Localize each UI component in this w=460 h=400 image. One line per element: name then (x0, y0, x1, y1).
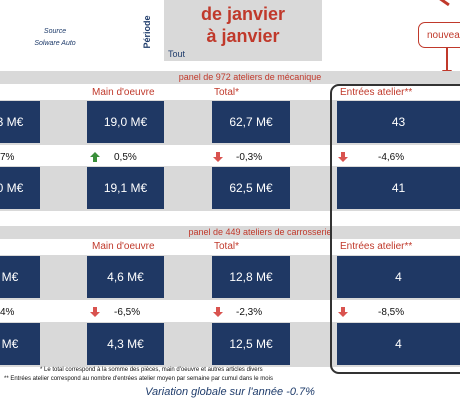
col-total-header: Total* (214, 87, 240, 98)
col-entrees-header: Entrées atelier** (340, 241, 413, 252)
carro-pct-pieces: 4% (0, 307, 15, 318)
period-label: Période (142, 15, 152, 49)
carro-cell-total-n: 12,8 M€ (212, 256, 290, 298)
panel-meca-title: panel de 972 ateliers de mécanique (178, 72, 322, 82)
meca-cell-pieces-n1: 0 M€ (0, 167, 40, 209)
period-filter-panel[interactable]: de janvier à janvier (164, 0, 322, 61)
carro-cell-entrees-n: 4 (337, 256, 460, 298)
carro-pct-total: -2,3% (236, 307, 263, 318)
carro-pct-mo: -6,5% (114, 307, 141, 318)
meca-pct-pieces: 7% (0, 152, 15, 163)
new-badge: nouvea (418, 22, 460, 48)
carro-cell-mo-n1: 4,3 M€ (87, 323, 164, 365)
callout-pointer (446, 48, 448, 72)
entrees-highlight-frame (330, 84, 460, 374)
close-mark-icon (438, 0, 450, 7)
panel-meca-band: panel de 972 ateliers de mécanique (0, 71, 460, 84)
arrow-down-icon (213, 307, 223, 317)
meca-cell-total-n: 62,7 M€ (212, 101, 290, 143)
arrow-up-icon (90, 152, 100, 162)
carro-cell-pieces-n: M€ (0, 256, 40, 298)
carro-cell-total-n1: 12,5 M€ (212, 323, 290, 365)
global-variation: Variation globale sur l'année -0.7% (145, 386, 315, 398)
arrow-down-icon (90, 307, 100, 317)
meca-pct-entrees: -4,6% (378, 152, 405, 163)
meca-cell-mo-n: 19,0 M€ (87, 101, 164, 143)
period-start: de janvier (200, 4, 286, 24)
meca-pct-mo: 0,5% (114, 152, 137, 163)
carro-pct-entrees: -8,5% (378, 307, 405, 318)
footnote-entrees: ** Entrées atelier correspond au nombre … (4, 376, 273, 382)
meca-cell-total-n1: 62,5 M€ (212, 167, 290, 209)
carro-cell-mo-n: 4,6 M€ (87, 256, 164, 298)
source-label: Source (43, 28, 67, 35)
footnote-total: * Le total correspond à la somme des piè… (40, 367, 263, 373)
col-entrees-header: Entrées atelier** (340, 87, 413, 98)
carro-cell-entrees-n1: 4 (337, 323, 460, 365)
meca-cell-mo-n1: 19,1 M€ (87, 167, 164, 209)
meca-pct-total: -0,3% (236, 152, 263, 163)
carro-cell-pieces-n1: M€ (0, 323, 40, 365)
meca-cell-entrees-n1: 41 (337, 167, 460, 209)
col-main-oeuvre-header: Main d'oeuvre (92, 241, 155, 252)
meca-cell-pieces-n: 3 M€ (0, 101, 40, 143)
period-filter-value[interactable]: Tout (168, 49, 186, 59)
source-name: Solware Auto (34, 40, 76, 47)
panel-carro-title: panel de 449 ateliers de carrosserie (188, 227, 332, 237)
arrow-down-icon (338, 152, 348, 162)
panel-carro-band: panel de 449 ateliers de carrosserie (0, 226, 460, 239)
period-end: à janvier (206, 26, 280, 46)
arrow-down-icon (338, 307, 348, 317)
col-total-header: Total* (214, 241, 240, 252)
arrow-down-icon (213, 152, 223, 162)
meca-cell-entrees-n: 43 (337, 101, 460, 143)
col-main-oeuvre-header: Main d'oeuvre (92, 87, 155, 98)
